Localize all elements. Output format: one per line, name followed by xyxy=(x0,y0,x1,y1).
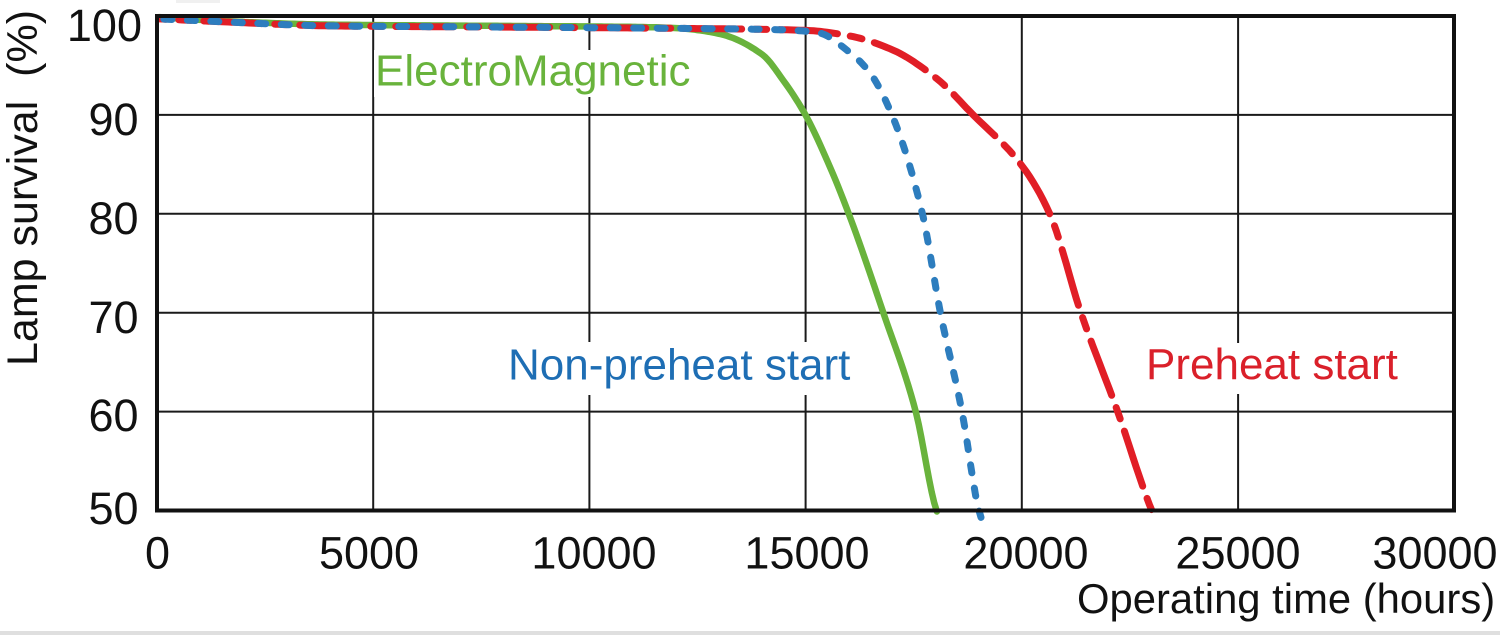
svg-text:ElectroMagnetic: ElectroMagnetic xyxy=(375,47,690,96)
svg-text:0: 0 xyxy=(145,528,170,579)
svg-text:5000: 5000 xyxy=(319,528,419,579)
svg-text:70: 70 xyxy=(88,292,138,343)
svg-text:15000: 15000 xyxy=(744,528,869,579)
svg-text:50: 50 xyxy=(88,483,138,534)
svg-text:Preheat start: Preheat start xyxy=(1146,340,1398,389)
svg-text:Lamp survival (%): Lamp survival (%) xyxy=(0,10,47,366)
svg-text:60: 60 xyxy=(88,390,138,441)
svg-text:Operating time (hours): Operating time (hours) xyxy=(1077,575,1495,622)
svg-text:30000: 30000 xyxy=(1372,528,1497,579)
svg-text:25000: 25000 xyxy=(1175,528,1300,579)
svg-text:100: 100 xyxy=(67,0,142,51)
svg-text:90: 90 xyxy=(88,94,138,145)
svg-text:20000: 20000 xyxy=(963,528,1088,579)
svg-text:80: 80 xyxy=(88,193,138,244)
svg-text:10000: 10000 xyxy=(531,528,656,579)
svg-text:Non-preheat start: Non-preheat start xyxy=(508,340,850,389)
